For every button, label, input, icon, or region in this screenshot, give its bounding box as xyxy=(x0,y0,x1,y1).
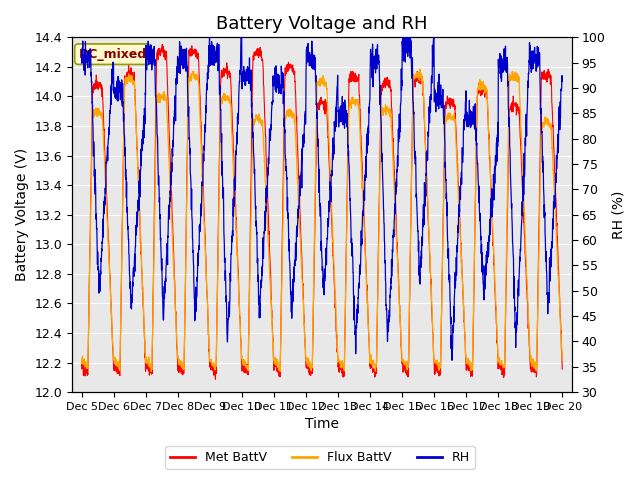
Y-axis label: Battery Voltage (V): Battery Voltage (V) xyxy=(15,148,29,281)
X-axis label: Time: Time xyxy=(305,418,339,432)
Legend: Met BattV, Flux BattV, RH: Met BattV, Flux BattV, RH xyxy=(165,446,475,469)
Y-axis label: RH (%): RH (%) xyxy=(611,191,625,239)
Text: DC_mixed: DC_mixed xyxy=(79,48,147,60)
Title: Battery Voltage and RH: Battery Voltage and RH xyxy=(216,15,428,33)
